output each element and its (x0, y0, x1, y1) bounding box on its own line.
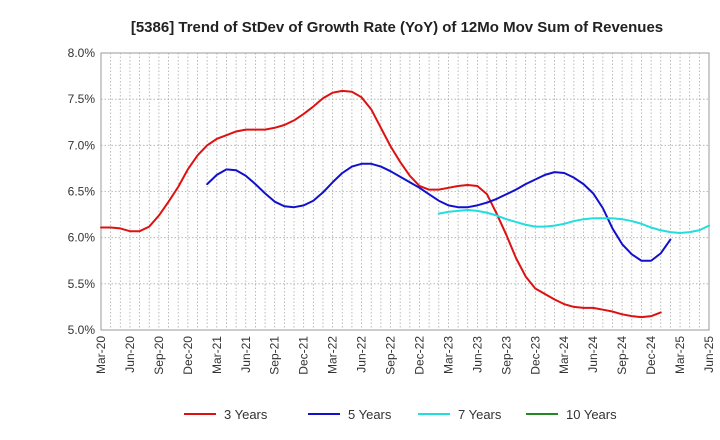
x-tick-label: Sep-21 (268, 336, 282, 375)
x-tick-label: Sep-23 (499, 336, 513, 375)
legend-label: 3 Years (224, 407, 268, 422)
x-axis-ticks: Mar-20 Jun-20 Sep-20 Dec-20 Mar-21 Jun-21 Sep-… (94, 336, 716, 375)
x-tick-label: Dec-20 (181, 336, 195, 375)
y-tick-label: 6.0% (68, 231, 96, 245)
x-tick-label: Jun-20 (123, 336, 137, 373)
legend-label: 5 Years (348, 407, 392, 422)
x-tick-label: Mar-24 (557, 336, 571, 374)
legend: 3 Years 5 Years 7 Years 10 Years (184, 407, 617, 422)
plot-area (100, 52, 710, 331)
x-tick-label: Jun-21 (239, 336, 253, 373)
y-tick-label: 7.5% (68, 92, 96, 106)
x-tick-label: Mar-21 (210, 336, 224, 374)
legend-label: 10 Years (566, 407, 617, 422)
legend-label: 7 Years (458, 407, 502, 422)
series-lines (100, 89, 710, 319)
series-line-5-years (206, 162, 672, 262)
x-tick-label: Sep-22 (384, 336, 398, 375)
x-tick-label: Dec-21 (297, 336, 311, 375)
x-tick-label: Jun-22 (355, 336, 369, 373)
x-tick-label: Jun-24 (586, 336, 600, 373)
y-tick-label: 5.0% (68, 323, 96, 337)
x-tick-label: Dec-22 (412, 336, 426, 375)
x-tick-label: Mar-23 (441, 336, 455, 374)
series-line-3-years (100, 89, 662, 319)
x-tick-label: Jun-25 (702, 336, 716, 373)
x-tick-label: Mar-20 (94, 336, 108, 374)
x-tick-label: Dec-24 (644, 336, 658, 375)
chart-title: [5386] Trend of StDev of Growth Rate (Yo… (131, 19, 663, 36)
series-line-7-years (437, 208, 710, 235)
x-tick-label: Mar-22 (326, 336, 340, 374)
x-tick-label: Sep-24 (615, 336, 629, 375)
x-tick-label: Dec-23 (528, 336, 542, 375)
y-tick-label: 7.0% (68, 138, 96, 152)
x-tick-label: Jun-23 (470, 336, 484, 373)
grid-lines (101, 53, 709, 330)
y-tick-label: 6.5% (68, 185, 96, 199)
y-tick-label: 5.5% (68, 277, 96, 291)
x-tick-label: Sep-20 (152, 336, 166, 375)
x-tick-label: Mar-25 (673, 336, 687, 374)
y-tick-label: 8.0% (68, 46, 96, 60)
y-axis-ticks: 5.0% 5.5% 6.0% 6.5% 7.0% 7.5% 8.0% (68, 46, 96, 337)
